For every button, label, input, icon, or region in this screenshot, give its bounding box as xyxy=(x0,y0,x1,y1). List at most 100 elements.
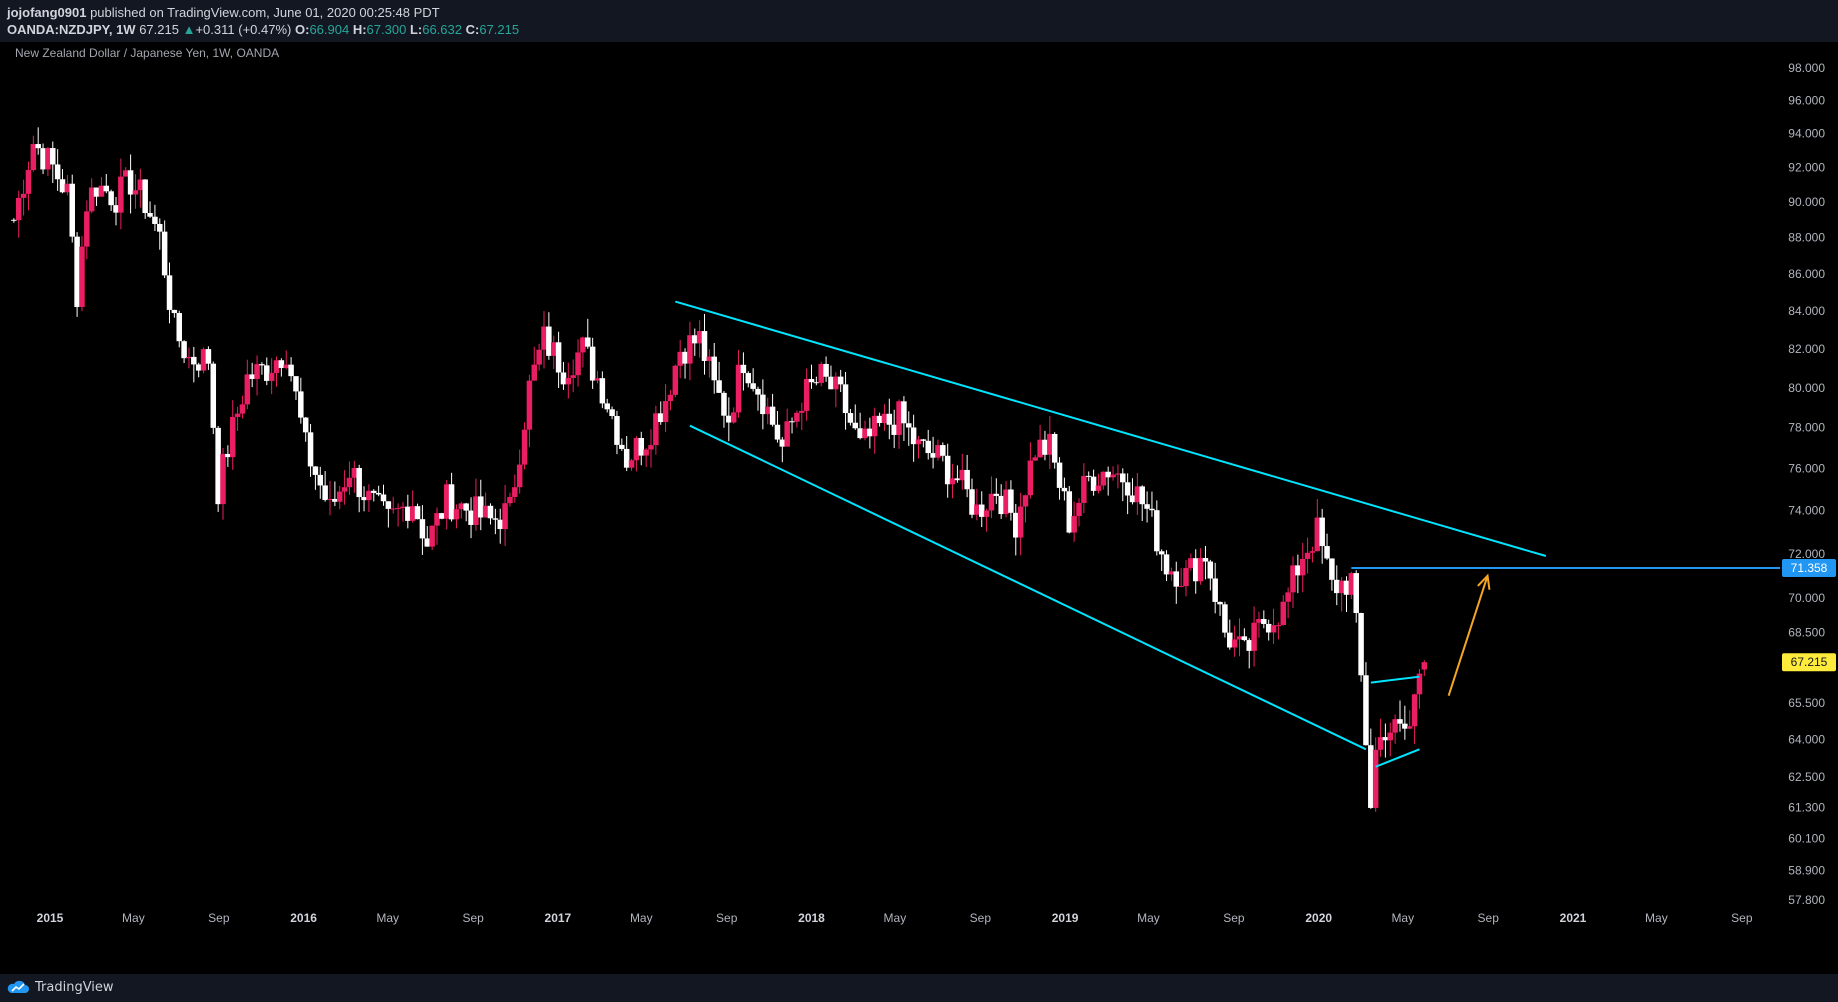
candle xyxy=(1061,477,1068,501)
price-axis: 98.000 96.000 94.000 92.000 90.000 88.000 86.0… xyxy=(1782,61,1836,907)
x-tick-label: 2021 xyxy=(1560,911,1587,925)
candle xyxy=(760,379,766,430)
candle xyxy=(1120,468,1126,502)
candle xyxy=(166,262,173,324)
candle xyxy=(526,374,533,448)
high-value: 67.300 xyxy=(366,22,407,37)
candle xyxy=(137,168,144,208)
candle xyxy=(492,508,499,535)
candle xyxy=(332,481,338,507)
candle xyxy=(833,372,839,408)
candle xyxy=(375,485,382,497)
candle xyxy=(181,340,187,364)
candle xyxy=(1081,463,1087,514)
y-tick-label: 84.000 xyxy=(1788,304,1825,318)
symbol-label: OANDA:NZDJPY, 1W xyxy=(7,22,136,37)
candle xyxy=(307,423,314,477)
y-tick-label: 61.300 xyxy=(1788,800,1825,814)
candle xyxy=(983,508,990,532)
candle xyxy=(327,480,333,516)
candle xyxy=(823,356,829,382)
candle xyxy=(1372,737,1379,812)
candle xyxy=(638,431,645,466)
candle xyxy=(1377,718,1384,757)
candle xyxy=(1032,454,1038,461)
candle xyxy=(735,350,742,418)
candle xyxy=(424,526,431,547)
candle xyxy=(453,504,460,529)
candle xyxy=(779,437,786,463)
candle xyxy=(244,359,251,410)
candle xyxy=(93,187,100,206)
candle xyxy=(25,161,32,211)
candle xyxy=(1144,491,1150,523)
candle xyxy=(405,494,411,529)
chart-area[interactable]: 98.000 96.000 94.000 92.000 90.000 88.000 86.0… xyxy=(0,42,1838,974)
y-tick-label: 96.000 xyxy=(1788,93,1825,107)
candle xyxy=(59,169,66,194)
open-value: 66.904 xyxy=(309,22,350,37)
last-price: 67.215 xyxy=(139,22,179,37)
tradingview-cloud-icon xyxy=(7,980,29,993)
candle xyxy=(1392,714,1398,744)
x-tick-label: 2015 xyxy=(37,911,64,925)
candle xyxy=(940,442,946,462)
y-tick-label: 62.500 xyxy=(1788,770,1825,784)
candle xyxy=(1353,570,1359,623)
candle xyxy=(50,141,56,184)
candle xyxy=(1085,471,1092,482)
candle xyxy=(497,508,503,544)
candle xyxy=(1295,554,1301,594)
candle xyxy=(64,175,71,196)
x-tick-label: 2017 xyxy=(545,911,572,925)
brand-name: TradingView xyxy=(35,979,114,995)
tradingview-brand[interactable]: TradingView xyxy=(6,979,114,995)
candle xyxy=(390,496,396,514)
candle xyxy=(419,505,426,555)
candle xyxy=(993,478,1000,504)
candle xyxy=(560,361,567,390)
candle xyxy=(351,460,358,493)
candle xyxy=(1416,668,1423,709)
x-tick-label: 2020 xyxy=(1305,911,1332,925)
candle xyxy=(915,435,922,459)
candle xyxy=(40,143,46,175)
candle xyxy=(536,343,542,371)
candle xyxy=(842,371,849,430)
candle xyxy=(998,484,1004,519)
candle xyxy=(920,438,927,448)
x-tick-label: May xyxy=(1645,911,1668,925)
candle xyxy=(672,364,679,398)
candle xyxy=(1202,545,1209,580)
candle xyxy=(1270,608,1277,644)
candle xyxy=(565,362,572,399)
candle xyxy=(546,312,552,360)
low-value: 66.632 xyxy=(422,22,462,37)
candle xyxy=(1314,499,1321,552)
candle xyxy=(954,465,961,483)
candle xyxy=(103,174,110,194)
candle xyxy=(478,479,484,531)
x-tick-label: 2016 xyxy=(290,911,317,925)
candle xyxy=(1183,560,1189,597)
candle xyxy=(273,356,280,387)
candle xyxy=(701,314,708,375)
y-tick-label: 98.000 xyxy=(1788,61,1825,75)
candle xyxy=(677,339,683,379)
candle xyxy=(818,361,824,387)
candle xyxy=(414,503,421,520)
x-tick-label: May xyxy=(884,911,907,925)
candle xyxy=(1246,638,1252,669)
candle xyxy=(1168,567,1175,581)
candle xyxy=(930,436,936,469)
price-chart[interactable]: 98.000 96.000 94.000 92.000 90.000 88.000 86.0… xyxy=(0,42,1838,974)
author-name[interactable]: jojofang0901 xyxy=(7,5,87,20)
candle xyxy=(132,174,139,209)
candle xyxy=(1256,611,1262,638)
candle xyxy=(429,525,435,551)
y-tick-label: 65.500 xyxy=(1788,696,1825,710)
candle xyxy=(463,502,469,522)
candle xyxy=(341,470,348,505)
candle xyxy=(925,429,931,460)
y-tick-label: 64.000 xyxy=(1788,732,1825,746)
